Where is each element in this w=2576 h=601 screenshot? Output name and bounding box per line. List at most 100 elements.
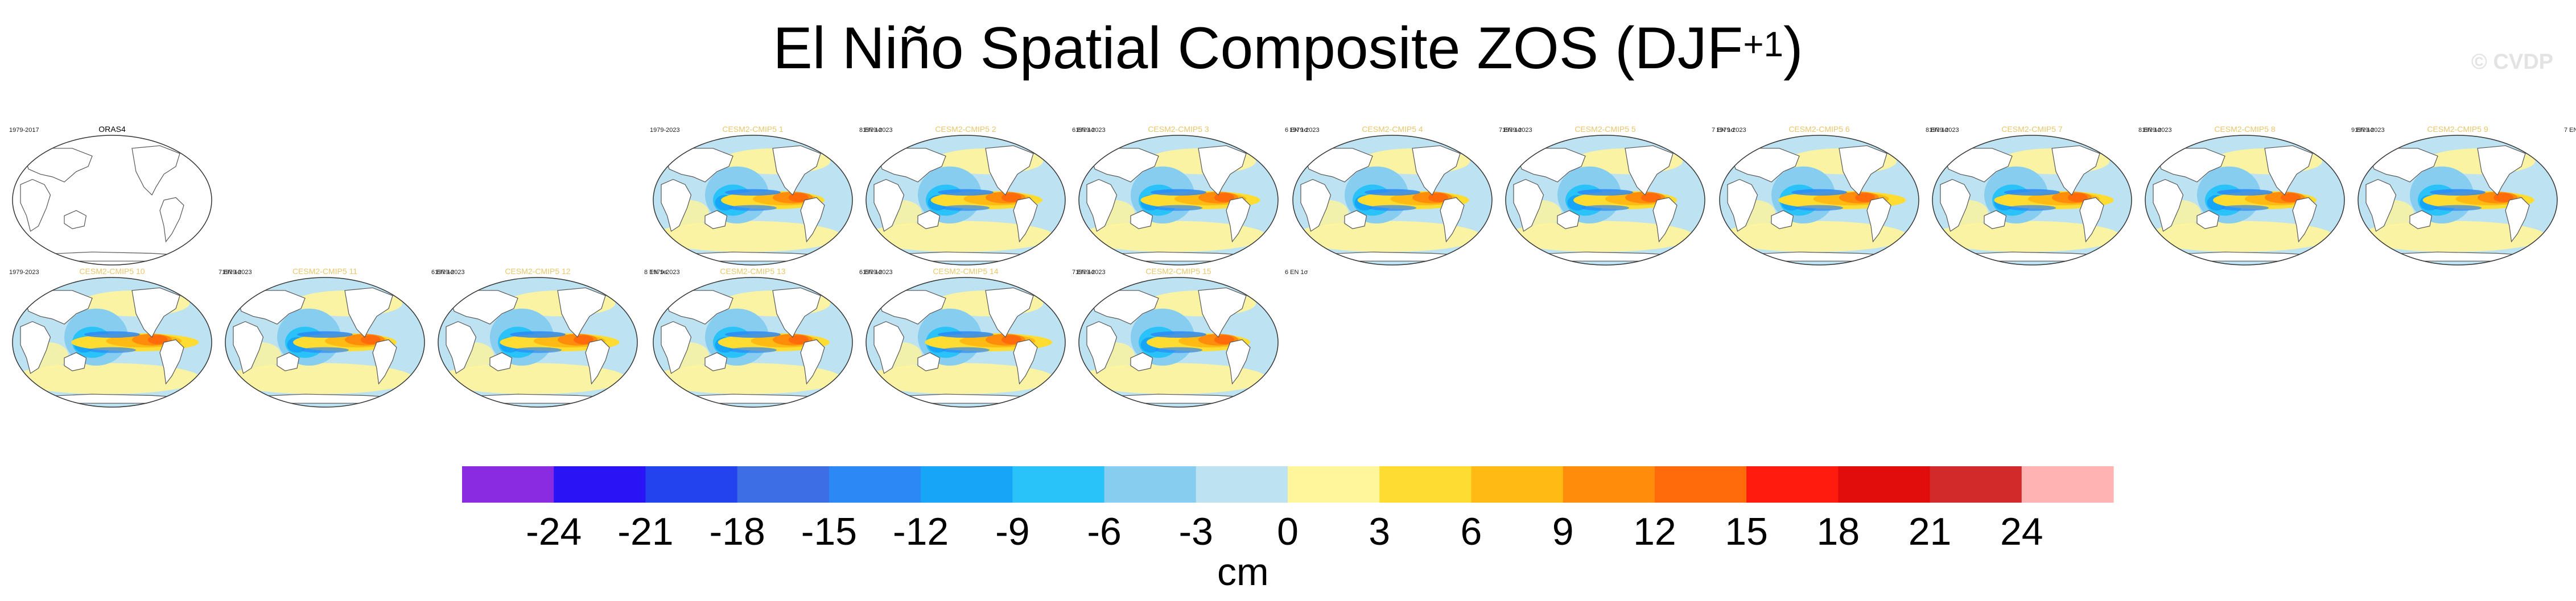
colorbar-tick-label: -6 [1087,510,1121,553]
map-panel: 1979-2023 CESM2-CMIP5 12 8 EN 1σ [435,267,667,408]
panel-header-right: 8 EN 1σ [859,127,883,134]
map-panel: 1979-2023 CESM2-CMIP5 6 8 EN 1σ [1716,125,1949,266]
colorbar-swatch [1930,466,2022,503]
colorbar-swatch [1746,466,1839,503]
panel-header-title: CESM2-CMIP5 12 [505,267,570,276]
panel-header-left: 1979-2023 [1075,127,1106,134]
colorbar-swatch [1288,466,1380,503]
panel-header-left: 1979-2023 [1289,127,1320,134]
panel-header-left: 1979-2023 [650,127,680,134]
colorbar-swatch [645,466,738,503]
panel-header-title: CESM2-CMIP5 4 [1362,125,1423,134]
panel-header-right: 8 EN 1σ [1926,127,1949,134]
panel-header-title: ORAS4 [98,125,126,134]
colorbar-swatch [1104,466,1197,503]
map-panel: 1979-2023 CESM2-CMIP5 1 8 EN 1σ [650,125,883,266]
panel-header-right: 6 EN 1σ [1285,269,1308,276]
map-panel: 1979-2023 CESM2-CMIP5 3 6 EN 1σ [1075,125,1308,266]
panel-header-left: 1979-2023 [435,269,465,276]
colorbar-swatch [1012,466,1105,503]
panel-header-right: 8 EN 1σ [644,269,667,276]
panel-header-left: 1979-2023 [2355,127,2385,134]
panel-header-left: 1979-2023 [2142,127,2172,134]
colorbar-swatch [1654,466,1747,503]
colorbar-swatch [1471,466,1564,503]
colorbar-swatch [737,466,830,503]
panel-header-right: 7 EN 1σ [1072,269,1095,276]
panel-header-title: CESM2-CMIP5 2 [935,125,996,134]
map-panel: 1979-2023 CESM2-CMIP5 7 8 EN 1σ [1929,125,2162,266]
panel-header-left: 1979-2023 [1075,269,1106,276]
panel-header-right: 7 EN 1σ [1499,127,1522,134]
cvdp-watermark: © CVDP [2471,50,2553,74]
panel-header-left: 1979-2023 [863,127,893,134]
title-superscript: +1 [1743,25,1784,64]
colorbar-tick-label: 0 [1277,510,1299,553]
panel-header-title: CESM2-CMIP5 10 [79,267,145,276]
colorbar-tick-label: 21 [1909,510,1952,553]
colorbar-swatch [1563,466,1655,503]
map-panel: 1979-2023 CESM2-CMIP5 2 6 EN 1σ [863,125,1095,266]
colorbar-tick-label: -21 [617,510,673,553]
panel-header-title: CESM2-CMIP5 1 [722,125,784,134]
panel-header-right: 6 EN 1σ [859,269,883,276]
map-panel: 1979-2023 CESM2-CMIP5 10 7 EN 1σ [9,267,242,408]
panel-header-title: CESM2-CMIP5 13 [720,267,785,276]
panel-header-left: 1979-2023 [9,269,39,276]
panel-header-left: 1979-2023 [863,269,893,276]
panel-header-left: 1979-2023 [650,269,680,276]
colorbar-swatch [1838,466,1931,503]
panel-header-right: 6 EN 1σ [1285,127,1308,134]
title-close: ) [1783,15,1803,81]
colorbar-swatch [554,466,646,503]
colorbar-tick-label: -12 [893,510,949,553]
colorbar-tick-label: 15 [1725,510,1768,553]
panel-header-left: 1979-2023 [1716,127,1746,134]
map-panel: 1979-2023 CESM2-CMIP5 9 7 EN 1σ [2355,125,2576,266]
map-panel: 1979-2023 CESM2-CMIP5 8 9 EN 1σ [2142,125,2375,266]
colorbar-tick-label: 9 [1552,510,1574,553]
panel-header-left: 1979-2023 [1502,127,1532,134]
panel-header-right: 7 EN 1σ [219,269,242,276]
map-panel: 1979-2023 CESM2-CMIP5 13 6 EN 1σ [650,267,883,408]
colorbar-tick-label: -15 [801,510,857,553]
colorbar-tick-label: 18 [1817,510,1860,553]
panel-header-title: CESM2-CMIP5 7 [2001,125,2063,134]
title-main: El Niño Spatial Composite ZOS (DJF [773,15,1744,81]
panel-header-left: 1979-2023 [1929,127,1959,134]
panel-header-title: CESM2-CMIP5 9 [2427,125,2488,134]
colorbar-unit-label: cm [1217,550,1269,594]
map-panel: 1979-2023 CESM2-CMIP5 4 7 EN 1σ [1289,125,1522,266]
panel-header-left: 1979-2017 [9,127,39,134]
colorbar-tick-label: 12 [1633,510,1676,553]
panel-header-right: 6 EN 1σ [431,269,455,276]
figure-title: El Niño Spatial Composite ZOS (DJF+1) [0,11,2576,85]
colorbar-tick-label: -9 [995,510,1029,553]
colorbar-tick-label: 6 [1461,510,1482,553]
panel-header-title: CESM2-CMIP5 8 [2214,125,2276,134]
panel-header-left: 1979-2023 [222,269,252,276]
panel-header-right: 7 EN 1σ [1712,127,1735,134]
colorbar-swatch [921,466,1013,503]
panel-header-title: CESM2-CMIP5 14 [933,267,998,276]
map-panel: 1979-2017 ORAS4 [9,125,212,266]
colorbar-tick-label: -18 [710,510,765,553]
panel-header-right: 9 EN 1σ [2351,127,2375,134]
map-panels: 1979-2017 ORAS4 1979-2023 CESM2-CMIP5 1 8 EN… [9,125,2576,408]
colorbar-swatch [1379,466,1472,503]
map-panel: 1979-2023 CESM2-CMIP5 11 6 EN 1σ [222,267,455,408]
panel-header-title: CESM2-CMIP5 3 [1148,125,1209,134]
panel-header-title: CESM2-CMIP5 11 [292,267,357,276]
colorbar-tick-label: 3 [1369,510,1390,553]
panel-header-title: CESM2-CMIP5 5 [1575,125,1636,134]
map-panel: 1979-2023 CESM2-CMIP5 15 6 EN 1σ [1075,267,1308,408]
map-panel: 1979-2023 CESM2-CMIP5 5 7 EN 1σ [1502,125,1735,266]
colorbar-swatch [1196,466,1288,503]
colorbar-swatch [462,466,554,503]
colorbar: -24 -21 -18 -15 -12 -9 -6 -3 0 3 6 9 12 15 18 21 24 cm [462,466,2114,594]
panel-header-title: CESM2-CMIP5 6 [1788,125,1850,134]
map-panel: 1979-2023 CESM2-CMIP5 14 7 EN 1σ [863,267,1095,408]
colorbar-tick-label: 24 [2000,510,2043,553]
colorbar-swatch [2021,466,2114,503]
colorbar-swatch [829,466,921,503]
